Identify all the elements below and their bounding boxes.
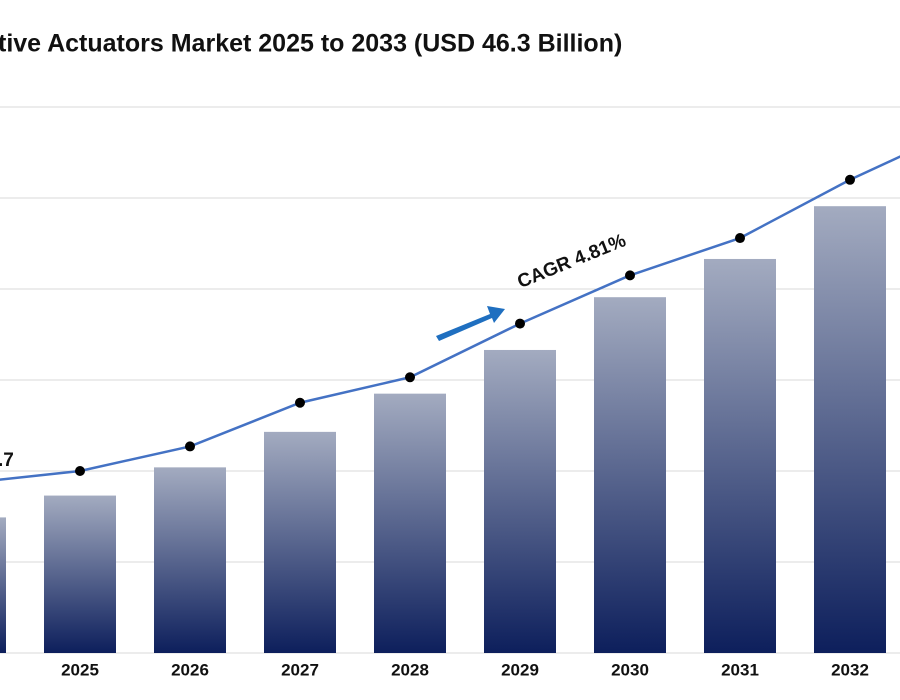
bar: [374, 393, 446, 653]
bar: [814, 206, 886, 653]
line-marker: [185, 441, 195, 452]
bar: [704, 258, 776, 653]
line-marker: [625, 270, 635, 281]
line-marker: [405, 372, 415, 383]
line-layer: [0, 155, 900, 481]
bar: [264, 431, 336, 653]
bar: [44, 495, 116, 653]
x-tick-label: 2026: [171, 660, 209, 679]
line-marker: [735, 233, 745, 244]
line-marker: [845, 174, 855, 185]
x-tick-label: 2031: [721, 660, 759, 679]
trend-line: [0, 155, 900, 481]
data-label: .7: [0, 450, 14, 471]
bar: [594, 297, 666, 653]
chart-title: tive Actuators Market 2025 to 2033 (USD …: [0, 30, 622, 58]
line-marker: [515, 318, 525, 329]
line-marker: [295, 397, 305, 408]
x-tick-label: 2027: [281, 660, 319, 679]
bar: [154, 467, 226, 653]
bar: [484, 349, 556, 653]
grid: [0, 106, 900, 654]
x-tick-label: 2032: [831, 660, 869, 679]
bar: [0, 517, 6, 653]
x-tick-label: 2030: [611, 660, 649, 679]
line-marker: [75, 466, 85, 476]
x-tick-label: 2028: [391, 660, 429, 679]
cagr-arrow: [436, 306, 505, 341]
bars: [0, 206, 886, 653]
x-tick-label: 2029: [501, 660, 539, 679]
x-tick-label: 2025: [61, 660, 99, 679]
